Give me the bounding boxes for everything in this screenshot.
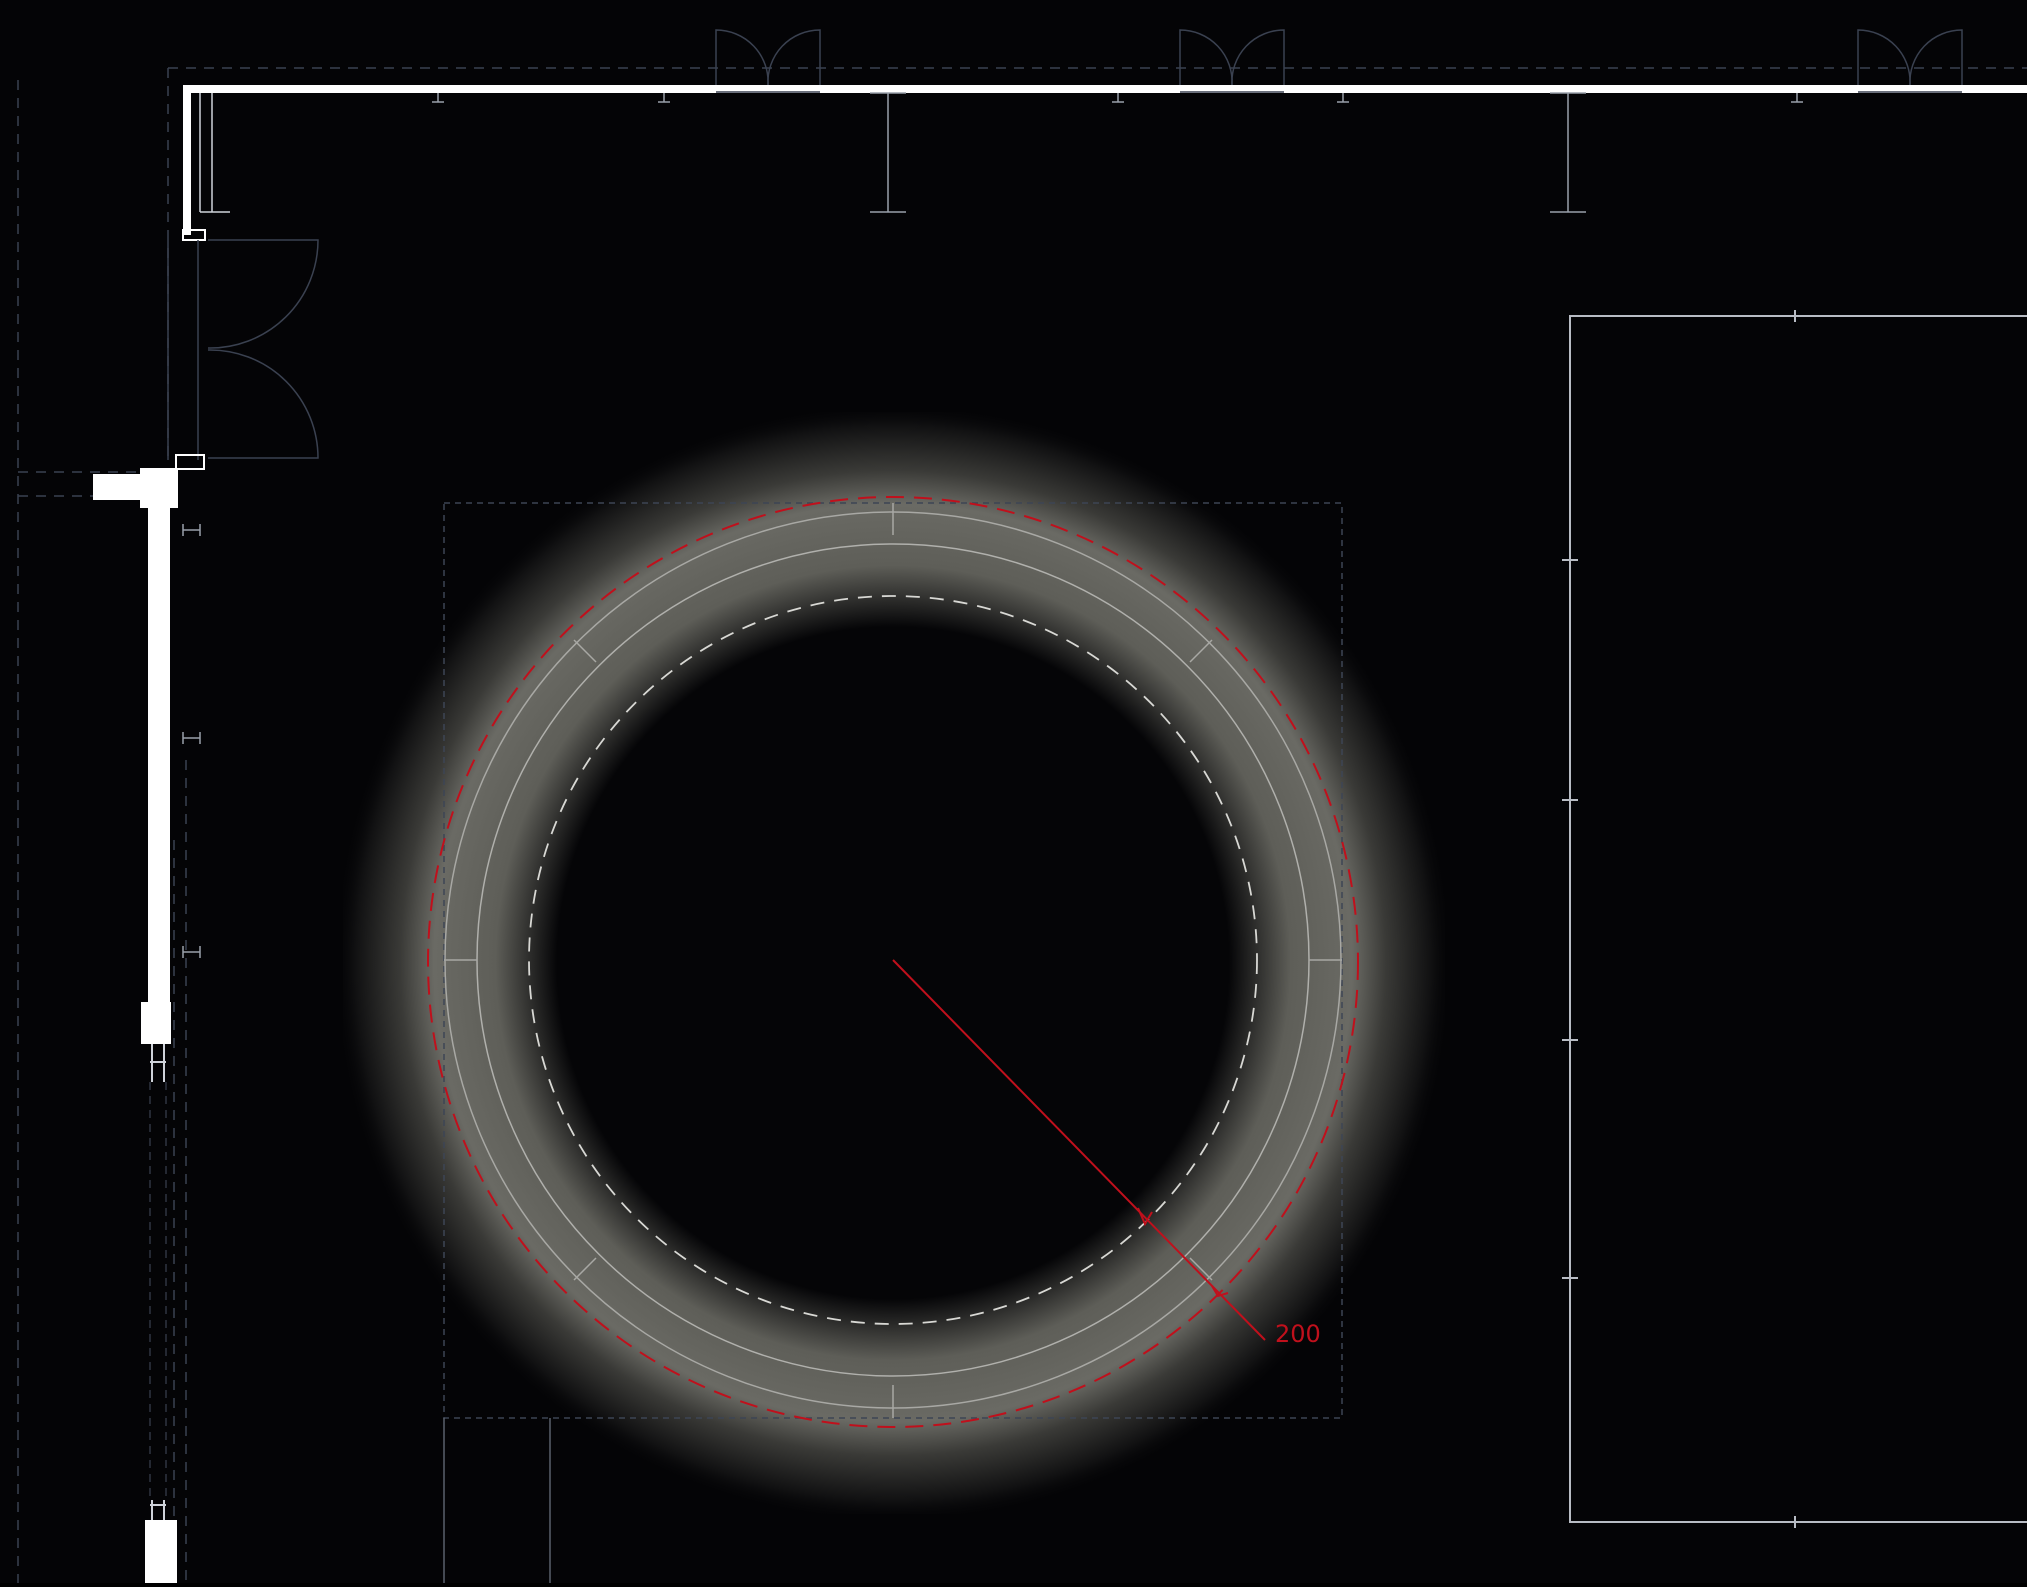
left-wall-ticks — [182, 524, 201, 958]
right-room-outline — [1562, 310, 2027, 1528]
ring-inner-dashed — [528, 595, 1258, 1325]
ring-glow — [343, 412, 1445, 1514]
wall-ticks — [432, 93, 1803, 103]
support-post-lines — [443, 1418, 551, 1583]
top-wall — [182, 85, 2027, 241]
ring-outer-dashed-red — [427, 496, 1359, 1428]
column-supports — [870, 92, 1586, 213]
dimension-label: 200 — [1275, 1320, 1321, 1348]
top-door-swings — [715, 29, 1963, 93]
left-wall — [93, 454, 205, 1583]
ring-segment-joints — [444, 503, 1342, 1418]
dimension-annotation — [892, 959, 1266, 1341]
left-door-swings — [167, 239, 319, 460]
